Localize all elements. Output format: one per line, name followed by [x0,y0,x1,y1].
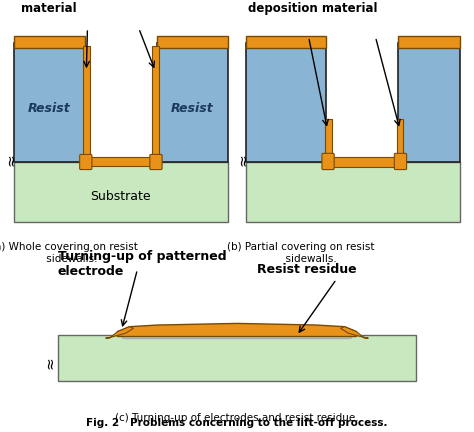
FancyBboxPatch shape [246,43,327,162]
Polygon shape [340,327,368,338]
FancyBboxPatch shape [156,43,228,162]
Text: ≈: ≈ [235,153,250,166]
Text: Resist: Resist [28,102,71,114]
Text: (c) Turning-up of electrodes and resist residue.: (c) Turning-up of electrodes and resist … [115,413,359,422]
Text: Partial covering of
deposition material: Partial covering of deposition material [248,0,378,15]
FancyBboxPatch shape [14,43,85,162]
Text: (a) Whole covering on resist
     sidewalls.: (a) Whole covering on resist sidewalls. [0,242,137,264]
FancyBboxPatch shape [80,155,92,170]
Text: (b) Partial covering on resist
      sidewalls.: (b) Partial covering on resist sidewalls… [227,242,375,264]
Polygon shape [118,324,356,337]
FancyBboxPatch shape [83,47,90,162]
FancyBboxPatch shape [122,330,352,339]
FancyBboxPatch shape [394,153,407,170]
FancyBboxPatch shape [246,162,460,222]
FancyBboxPatch shape [246,36,327,48]
FancyBboxPatch shape [150,155,162,170]
FancyBboxPatch shape [322,153,334,170]
FancyBboxPatch shape [81,157,161,166]
FancyBboxPatch shape [398,36,460,48]
Text: Fig. 2   Problems concerning to the lift-off process.: Fig. 2 Problems concerning to the lift-o… [86,418,388,428]
FancyBboxPatch shape [397,119,403,162]
FancyBboxPatch shape [14,162,228,222]
Polygon shape [106,327,134,338]
FancyBboxPatch shape [152,47,159,162]
FancyBboxPatch shape [327,157,398,167]
FancyBboxPatch shape [325,119,331,162]
FancyBboxPatch shape [58,335,416,381]
FancyBboxPatch shape [156,36,228,48]
FancyBboxPatch shape [398,43,460,162]
Text: Covering of deposition
material: Covering of deposition material [21,0,171,15]
Text: Substrate: Substrate [91,190,151,203]
Text: ≈: ≈ [3,153,18,166]
Text: ≈: ≈ [42,356,57,369]
FancyBboxPatch shape [14,36,85,48]
Text: Resist: Resist [171,102,213,114]
Text: Resist residue: Resist residue [257,263,356,276]
Text: Turning-up of patterned
electrode: Turning-up of patterned electrode [58,250,227,277]
